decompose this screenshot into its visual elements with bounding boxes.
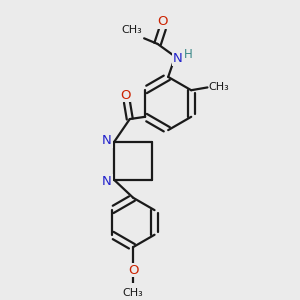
Text: H: H (183, 48, 192, 61)
Text: CH₃: CH₃ (123, 288, 144, 298)
Text: O: O (120, 89, 131, 102)
Text: O: O (128, 263, 139, 277)
Text: N: N (173, 52, 183, 65)
Text: N: N (102, 175, 112, 188)
Text: N: N (102, 134, 112, 147)
Text: CH₃: CH₃ (209, 82, 230, 92)
Text: CH₃: CH₃ (121, 25, 142, 35)
Text: O: O (157, 15, 168, 28)
